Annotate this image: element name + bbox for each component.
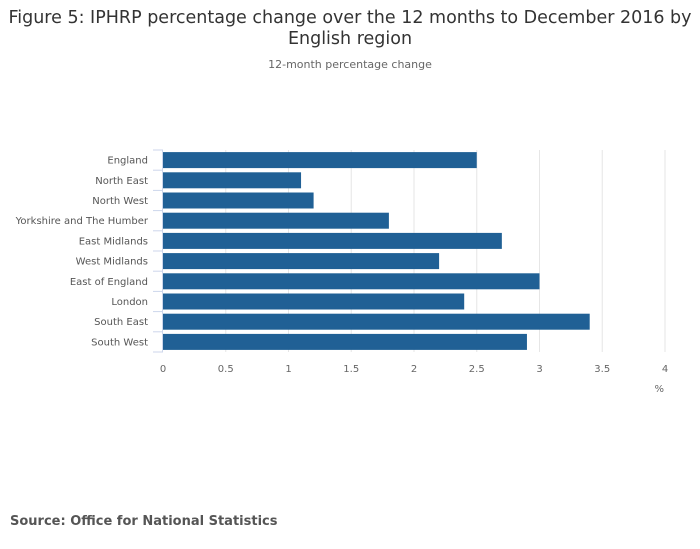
category-label: North West xyxy=(92,196,148,207)
bar xyxy=(163,273,540,290)
category-label: South West xyxy=(91,337,148,348)
x-tick-label: 2.5 xyxy=(469,364,485,375)
x-tick-label: 1 xyxy=(285,364,291,375)
x-tick-label: 3.5 xyxy=(594,364,610,375)
bar xyxy=(163,293,465,310)
bar xyxy=(163,232,502,249)
x-tick-label: 0.5 xyxy=(218,364,234,375)
bar xyxy=(163,152,477,169)
category-label: West Midlands xyxy=(76,257,148,268)
bar xyxy=(163,192,314,209)
category-label: North East xyxy=(95,176,148,187)
bar xyxy=(163,172,302,189)
category-label: England xyxy=(107,156,148,167)
x-tick-label: 4 xyxy=(662,364,668,375)
bar xyxy=(163,253,440,270)
source-note: Source: Office for National Statistics xyxy=(10,514,278,529)
x-tick-label: 0 xyxy=(160,364,166,375)
chart-subtitle: 12-month percentage change xyxy=(268,58,432,71)
category-label: East Midlands xyxy=(79,236,148,247)
category-label: South East xyxy=(94,317,148,328)
bar xyxy=(163,212,389,229)
x-axis-label: % xyxy=(654,384,664,395)
chart-title: Figure 5: IPHRP percentage change over t… xyxy=(8,8,692,49)
category-label: Yorkshire and The Humber xyxy=(15,216,149,227)
x-tick-label: 1.5 xyxy=(343,364,359,375)
x-tick-label: 3 xyxy=(536,364,542,375)
x-tick-label: 2 xyxy=(411,364,417,375)
bar xyxy=(163,313,590,330)
category-label: London xyxy=(111,297,148,308)
category-label: East of England xyxy=(70,277,148,288)
bar xyxy=(163,333,527,350)
